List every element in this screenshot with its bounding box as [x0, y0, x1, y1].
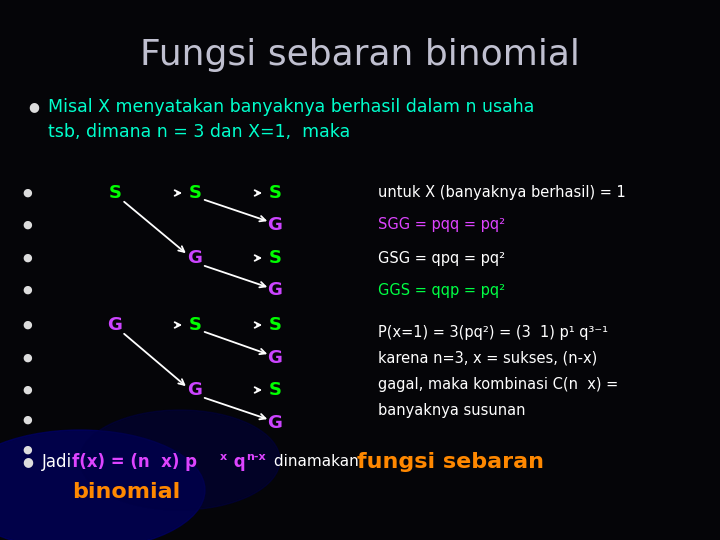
Text: ●: ●	[22, 188, 32, 198]
Text: S: S	[269, 381, 282, 399]
Text: GGS = qqp = pq²: GGS = qqp = pq²	[378, 282, 505, 298]
Text: fungsi sebaran: fungsi sebaran	[357, 452, 544, 472]
Text: G: G	[188, 249, 202, 267]
Text: n-x: n-x	[246, 452, 266, 462]
Text: ●: ●	[22, 285, 32, 295]
Text: SGG = pqq = pq²: SGG = pqq = pq²	[378, 218, 505, 233]
Text: S: S	[109, 184, 122, 202]
Text: untuk X (banyaknya berhasil) = 1: untuk X (banyaknya berhasil) = 1	[378, 186, 626, 200]
Text: Fungsi sebaran binomial: Fungsi sebaran binomial	[140, 38, 580, 72]
Text: Misal X menyatakan banyaknya berhasil dalam n usaha
tsb, dimana n = 3 dan X=1,  : Misal X menyatakan banyaknya berhasil da…	[48, 98, 534, 141]
Text: ●: ●	[22, 320, 32, 330]
Text: G: G	[188, 381, 202, 399]
Text: S: S	[189, 316, 202, 334]
Text: ●: ●	[22, 445, 32, 455]
Text: S: S	[269, 316, 282, 334]
Text: G: G	[107, 316, 122, 334]
Text: ●: ●	[28, 100, 39, 113]
Text: G: G	[268, 281, 282, 299]
Text: S: S	[189, 184, 202, 202]
Text: ●: ●	[22, 415, 32, 425]
Text: S: S	[269, 249, 282, 267]
Text: S: S	[269, 184, 282, 202]
Ellipse shape	[0, 430, 205, 540]
Text: x: x	[220, 452, 227, 462]
Text: binomial: binomial	[72, 482, 180, 502]
Text: ●: ●	[22, 385, 32, 395]
Text: G: G	[268, 216, 282, 234]
Text: f(x) = (n  x) p: f(x) = (n x) p	[72, 453, 197, 471]
Text: ●: ●	[22, 353, 32, 363]
Text: gagal, maka kombinasi C(n  x) =: gagal, maka kombinasi C(n x) =	[378, 377, 618, 393]
Text: banyaknya susunan: banyaknya susunan	[378, 402, 526, 417]
Text: ●: ●	[22, 253, 32, 263]
Text: ●: ●	[22, 456, 33, 469]
Text: q: q	[228, 453, 246, 471]
Text: G: G	[268, 414, 282, 432]
Text: P(x=1) = 3(pq²) = (3  1) p¹ q³⁻¹: P(x=1) = 3(pq²) = (3 1) p¹ q³⁻¹	[378, 326, 608, 341]
Text: GSG = qpq = pq²: GSG = qpq = pq²	[378, 251, 505, 266]
Text: G: G	[268, 349, 282, 367]
Text: Jadi: Jadi	[42, 453, 77, 471]
Text: ●: ●	[22, 220, 32, 230]
Ellipse shape	[80, 410, 280, 510]
Text: karena n=3, x = sukses, (n-x): karena n=3, x = sukses, (n-x)	[378, 350, 598, 366]
Text: dinamakan: dinamakan	[269, 455, 364, 469]
